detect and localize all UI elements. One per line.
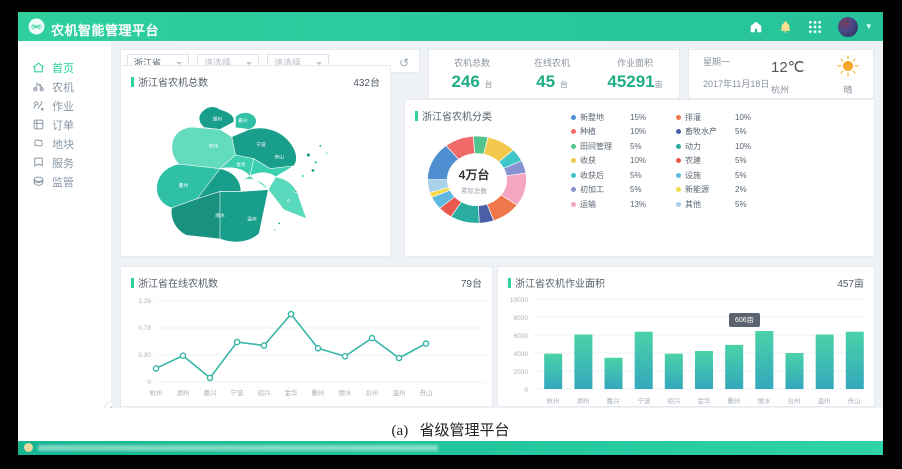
- svg-text:金华: 金华: [698, 396, 712, 405]
- svg-text:衢州: 衢州: [312, 388, 325, 397]
- svg-text:台州: 台州: [366, 388, 379, 397]
- svg-text:4000: 4000: [514, 351, 529, 358]
- svg-text:杭州: 杭州: [547, 396, 560, 405]
- svg-text:8000: 8000: [514, 315, 529, 322]
- svg-text:丽水: 丽水: [758, 396, 772, 405]
- svg-text:湖州: 湖州: [577, 396, 590, 405]
- svg-text:温州: 温州: [393, 388, 406, 397]
- svg-text:台州: 台州: [265, 176, 275, 183]
- svg-text:丽水: 丽水: [339, 388, 353, 397]
- svg-text:0: 0: [147, 379, 151, 386]
- svg-text:衢州: 衢州: [728, 396, 741, 405]
- svg-text:绍兴: 绍兴: [668, 396, 682, 405]
- svg-text:嘉兴: 嘉兴: [607, 396, 621, 405]
- svg-text:0.30: 0.30: [138, 352, 151, 359]
- svg-text:10000: 10000: [510, 297, 528, 304]
- svg-text:温州: 温州: [818, 396, 831, 405]
- svg-text:2000: 2000: [514, 369, 529, 376]
- svg-text:1.26: 1.26: [138, 298, 151, 305]
- svg-text:舟山: 舟山: [420, 388, 433, 397]
- svg-text:湖州: 湖州: [177, 388, 190, 397]
- svg-text:舟山: 舟山: [848, 396, 861, 405]
- svg-text:6000: 6000: [514, 333, 529, 340]
- svg-text:杭州: 杭州: [150, 388, 163, 397]
- svg-text:台州: 台州: [788, 396, 801, 405]
- svg-text:金华: 金华: [285, 388, 299, 397]
- svg-text:0: 0: [524, 387, 528, 394]
- svg-text:宁波: 宁波: [231, 388, 245, 397]
- svg-text:0.78: 0.78: [138, 325, 151, 332]
- svg-text:绍兴: 绍兴: [258, 388, 272, 397]
- svg-text:嘉兴: 嘉兴: [204, 388, 218, 397]
- svg-text:宁波: 宁波: [638, 396, 652, 405]
